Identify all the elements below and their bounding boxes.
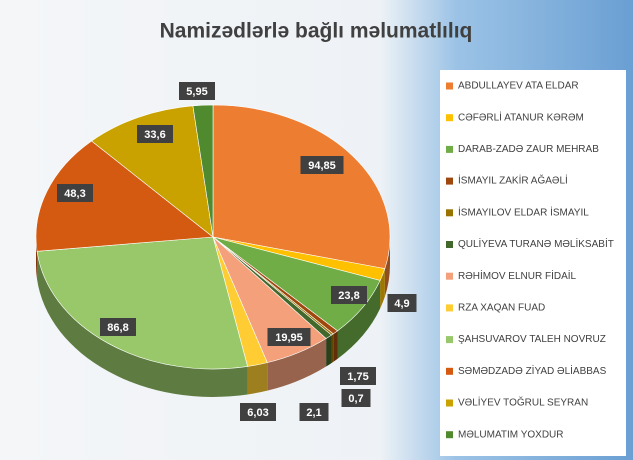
legend-marker (446, 209, 453, 217)
data-label: 19,95 (275, 332, 303, 344)
data-label: 48,3 (64, 188, 85, 200)
legend-label: RZA XAQAN FUAD (458, 303, 545, 314)
legend-marker (446, 304, 453, 312)
legend-marker (446, 336, 453, 344)
data-label: 4,9 (394, 298, 409, 310)
legend-label: İSMAYIL ZAKİR AĞAƏLİ (458, 174, 568, 187)
chart-title: Namizədlərlə bağlı məlumatlılıq (160, 20, 473, 43)
pie-side (247, 362, 268, 395)
pie-side (331, 333, 334, 364)
legend-marker (446, 431, 453, 439)
legend-label: VƏLİYEV TOĞRUL SEYRAN (458, 396, 588, 409)
legend-label: ABDULLAYEV ATA ELDAR (458, 81, 579, 92)
data-label: 86,8 (107, 322, 128, 334)
data-label-box (387, 294, 417, 312)
data-label-box (341, 389, 371, 407)
data-label-box (100, 318, 136, 336)
pie-side (384, 237, 390, 297)
data-label-box (57, 184, 93, 202)
pie-side (326, 335, 332, 367)
pie-slice (212, 104, 391, 269)
legend-marker (446, 145, 453, 153)
pie-side (267, 338, 327, 391)
pie-slice (192, 104, 214, 238)
legend-label: ŞAHSUVAROV TALEH NOVRUZ (458, 334, 606, 345)
pie-slice (35, 140, 214, 252)
pie-side (333, 330, 338, 362)
legend-label: QULİYEVA TURANƏ MƏLİKSABİT (458, 237, 614, 250)
legend-label: DARAB-ZADƏ ZAUR MEHRAB (458, 144, 599, 155)
data-label-box (179, 82, 215, 100)
data-label: 2,1 (306, 407, 321, 419)
pie-slice (91, 105, 214, 238)
data-label-box (137, 125, 173, 143)
data-label: 6,03 (247, 407, 268, 419)
data-label-box (300, 156, 344, 174)
data-label: 23,8 (338, 290, 359, 302)
data-label: 1,75 (347, 371, 368, 383)
legend-label: İSMAYILOV ELDAR İSMAYIL (458, 205, 589, 218)
legend-marker (446, 367, 453, 375)
data-label-box (340, 367, 376, 385)
pie-side (37, 251, 248, 397)
legend-marker (446, 399, 453, 407)
legend-label: SƏMƏDZADƏ ZİYAD ƏLİABBAS (458, 364, 607, 377)
data-label: 33,6 (144, 129, 165, 141)
pie-slice (36, 236, 248, 370)
legend-marker (446, 177, 453, 185)
data-label: 0,7 (348, 393, 363, 405)
legend-label: RƏHİMOV ELNUR FİDAİL (458, 269, 577, 282)
legend-label: CƏFƏRLİ ATANUR KƏRƏM (458, 110, 584, 123)
legend-label: MƏLUMATIM YOXDUR (458, 429, 564, 440)
legend-marker (446, 82, 453, 90)
legend-marker (446, 241, 453, 248)
data-label-box (331, 286, 367, 304)
data-label-box (240, 403, 276, 421)
legend-marker (446, 272, 453, 280)
legend-box (440, 70, 626, 456)
data-label: 5,95 (186, 86, 207, 98)
pie-side (36, 237, 38, 280)
data-label-box (299, 403, 329, 421)
data-label-box (267, 328, 311, 346)
data-label: 94,85 (308, 160, 336, 172)
legend-marker (446, 114, 453, 122)
pie-side (337, 280, 381, 359)
